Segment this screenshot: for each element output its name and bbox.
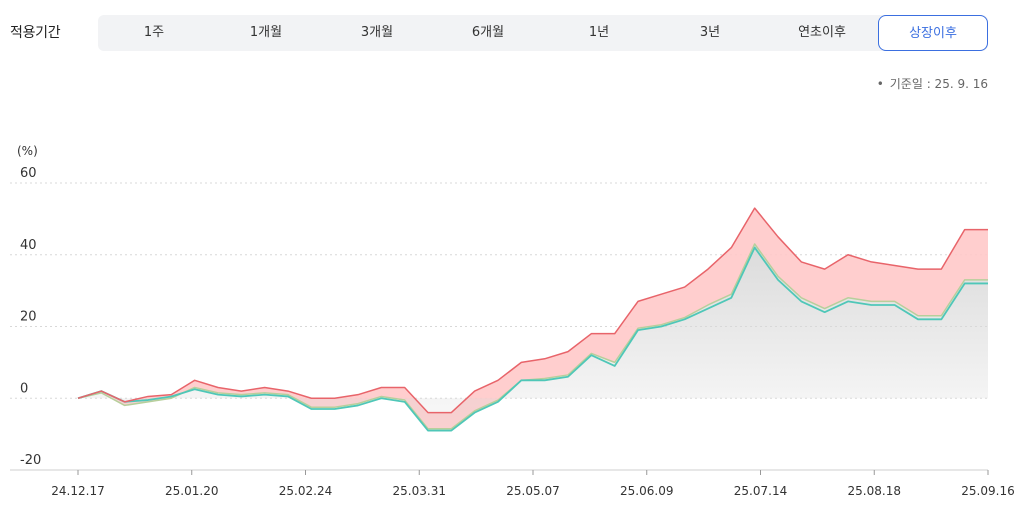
x-tick-label: 25.06.09 — [620, 484, 673, 498]
period-1w-button[interactable]: 1주 — [143, 25, 165, 40]
period-1y-button[interactable]: 1년 — [588, 25, 610, 40]
y-tick-label: 40 — [20, 238, 37, 253]
x-tick-label: 25.02.24 — [279, 484, 332, 498]
period-selector: 1주 1개월 3개월 6개월 1년 3년 연초이후 상장이후 — [98, 15, 988, 51]
x-tick-label: 25.05.07 — [506, 484, 559, 498]
y-tick-label: -20 — [20, 453, 41, 468]
bullet: • — [876, 77, 884, 91]
benchmark-area — [78, 243, 988, 429]
y-tick-label: 0 — [20, 381, 28, 396]
y-tick-label: 20 — [20, 310, 37, 325]
x-tick-label: 25.08.18 — [848, 484, 901, 498]
period-ytd-button[interactable]: 연초이후 — [798, 25, 846, 40]
series-line-teal — [77, 246, 988, 432]
basis-date-text: 기준일 : 25. 9. 16 — [889, 77, 988, 91]
period-since-listing-button[interactable]: 상장이후 — [878, 15, 988, 51]
basis-date: • 기준일 : 25. 9. 16 — [877, 75, 988, 92]
period-1m-button[interactable]: 1개월 — [249, 25, 283, 40]
series-line-red — [77, 207, 988, 414]
x-tick-label: 24.12.17 — [51, 484, 104, 498]
y-unit-label: (%) — [17, 144, 38, 158]
period-6m-button[interactable]: 6개월 — [471, 25, 505, 40]
period-3y-button[interactable]: 3년 — [699, 25, 721, 40]
x-tick-label: 25.03.31 — [393, 484, 446, 498]
x-tick-label: 25.01.20 — [165, 484, 218, 498]
y-tick-label: 60 — [20, 166, 37, 181]
x-tick-label: 25.07.14 — [734, 484, 787, 498]
period-label: 적용기간 — [10, 25, 61, 41]
x-tick-label: 25.09.16 — [961, 484, 1014, 498]
period-3m-button[interactable]: 3개월 — [360, 25, 394, 40]
